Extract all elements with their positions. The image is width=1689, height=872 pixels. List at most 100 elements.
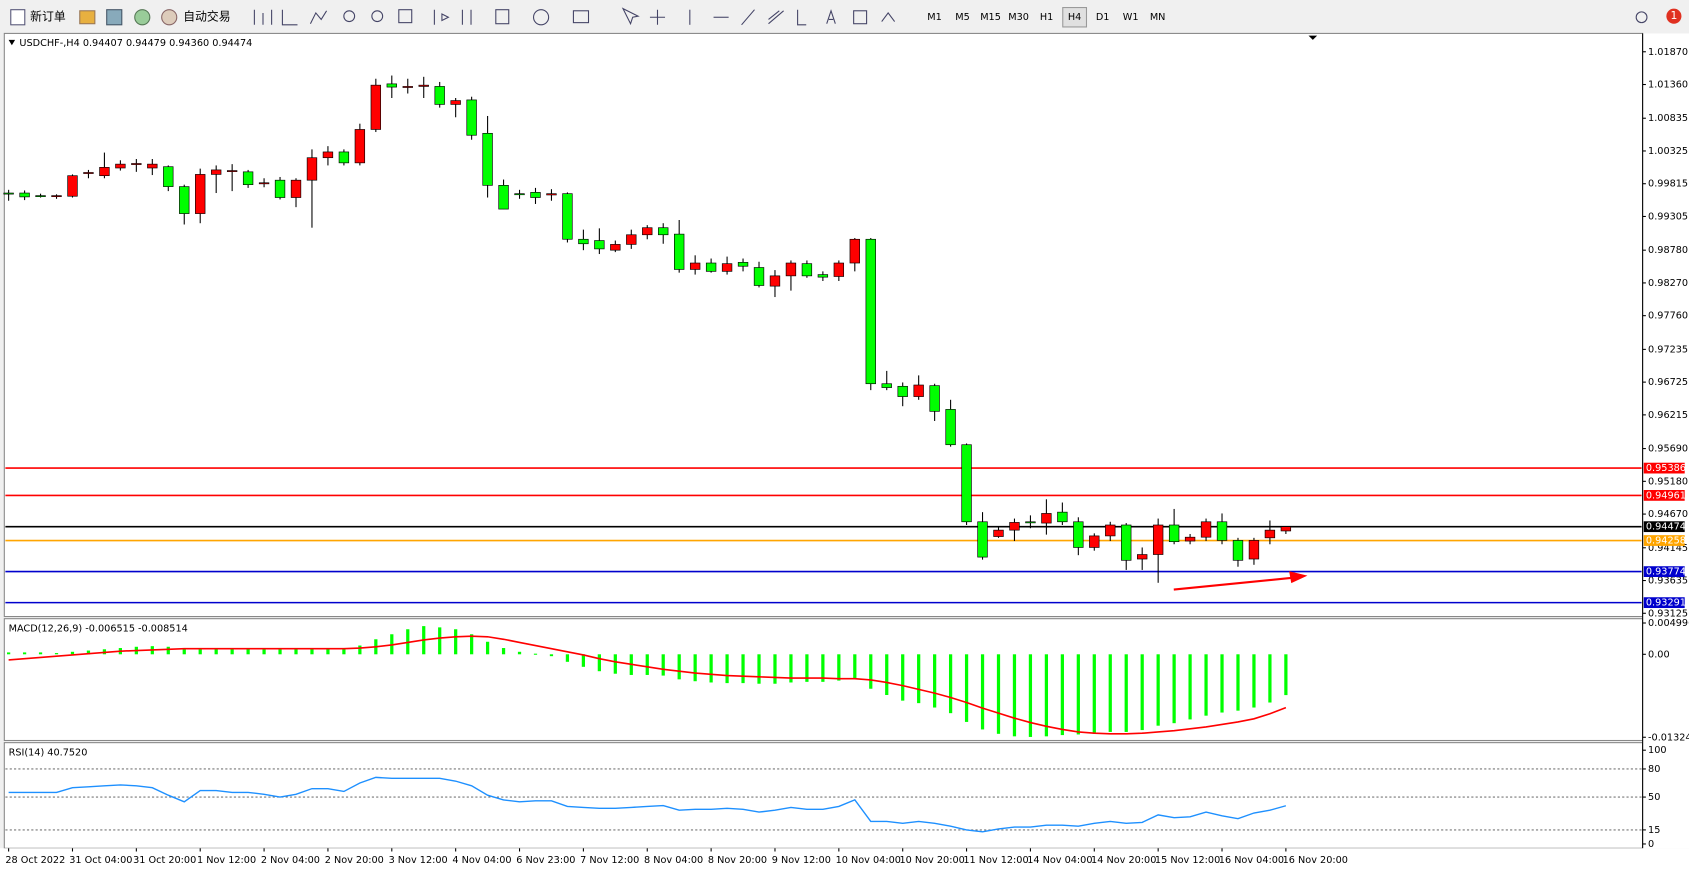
timeframe[interactable]: W1 — [1123, 12, 1139, 23]
candle-body — [418, 84, 429, 87]
y-tick-label: 0.99815 — [1648, 179, 1688, 190]
macd-bar — [1188, 654, 1192, 720]
x-tick-label: 31 Oct 20:00 — [133, 855, 196, 866]
candle-body — [849, 238, 860, 264]
candle-body — [546, 193, 557, 196]
notification-count[interactable]: 1 — [1670, 9, 1677, 22]
candle-body — [897, 385, 908, 397]
candle-body — [578, 238, 589, 245]
rsi-line — [8, 776, 1287, 833]
macd-bar — [485, 641, 490, 655]
candle-body — [1009, 522, 1020, 531]
macd-bar — [1044, 654, 1049, 737]
shift-marker — [1308, 35, 1318, 40]
y-tick-label: -0.013248 — [1648, 732, 1689, 743]
candle-body — [211, 169, 222, 175]
macd-bar — [549, 654, 554, 657]
y-tick-label: 50 — [1648, 792, 1660, 803]
candle-body — [306, 157, 318, 181]
candle-body — [865, 238, 876, 385]
candle-body — [817, 274, 829, 278]
candle-body — [769, 275, 781, 287]
timeframes: M1 M5 M15 M30 H1 H4 D1 W1 MN — [927, 12, 1165, 23]
candle-body — [1025, 521, 1036, 524]
x-tick-label: 15 Nov 12:00 — [1155, 855, 1220, 866]
icon[interactable] — [134, 9, 151, 26]
symbol-arrow — [8, 39, 16, 46]
icon[interactable] — [106, 9, 123, 26]
candle-body — [993, 529, 1004, 537]
y-tick-label: 15 — [1648, 825, 1660, 836]
x-tick-label: 2 Nov 04:00 — [261, 855, 320, 866]
y-tick-label: 1.01360 — [1648, 80, 1688, 91]
y-tick-label: 1.01870 — [1648, 47, 1688, 58]
macd-bar — [885, 654, 889, 696]
macd-bar — [38, 652, 43, 655]
macd-bar — [278, 649, 282, 655]
macd-bar — [214, 648, 218, 655]
candle-body — [562, 193, 573, 240]
candle-body — [753, 267, 765, 286]
macd-bar — [470, 634, 474, 655]
timeframe[interactable]: MN — [1150, 12, 1166, 23]
candle-body — [530, 192, 541, 198]
y-tick-label: 0.95690 — [1648, 444, 1688, 455]
new-order[interactable]: 新订单 — [30, 10, 66, 24]
timeframe[interactable]: M5 — [955, 12, 970, 23]
x-tick-label: 11 Nov 12:00 — [963, 855, 1028, 866]
timeframe[interactable]: D1 — [1096, 12, 1110, 23]
macd-bar — [198, 648, 202, 655]
new-order-icon[interactable] — [10, 9, 26, 26]
candle-body — [594, 240, 605, 250]
level-price-box — [1643, 490, 1685, 501]
candle-body — [705, 262, 717, 272]
toolbar-bg — [0, 0, 1689, 33]
candle-body — [1073, 521, 1084, 548]
candle-body — [833, 262, 845, 277]
notification-badge[interactable] — [1666, 8, 1682, 24]
candle-body — [1168, 524, 1180, 543]
x-tick-label: 14 Nov 04:00 — [1027, 855, 1092, 866]
timeframe[interactable]: H4 — [1068, 12, 1081, 23]
candle-body — [689, 262, 701, 270]
candle-body — [658, 227, 669, 236]
macd-bar — [533, 653, 538, 655]
macd-bar — [1268, 654, 1272, 703]
timeframe[interactable]: M30 — [1008, 12, 1029, 23]
x-tick-label: 7 Nov 12:00 — [580, 855, 639, 866]
macd-bar — [438, 627, 442, 655]
candle-body — [737, 262, 749, 267]
candle-body — [258, 182, 270, 185]
y-tick-label: 0.97235 — [1648, 344, 1688, 355]
timeframe[interactable]: M1 — [927, 12, 942, 23]
candle-body — [434, 86, 445, 105]
rsi-title: RSI(14) 40.7520 — [9, 747, 88, 758]
timeframe[interactable]: M15 — [980, 12, 1001, 23]
level-price-label: 0.94474 — [1646, 522, 1686, 533]
x-tick-label: 6 Nov 23:00 — [516, 855, 575, 866]
x-tick-label: 1 Nov 12:00 — [197, 855, 256, 866]
auto-trading[interactable]: 自动交易 — [183, 10, 230, 24]
candle-body — [226, 170, 238, 172]
macd-bar — [964, 654, 969, 722]
candle-body — [115, 163, 126, 169]
timeframe[interactable]: H1 — [1040, 12, 1053, 23]
rsi-panel — [3, 742, 1644, 849]
x-tick-label: 2 Nov 20:00 — [325, 855, 384, 866]
tool-icons[interactable] — [253, 7, 896, 26]
search-icon[interactable] — [1635, 11, 1648, 24]
macd-bar — [709, 654, 713, 683]
icon[interactable] — [79, 10, 96, 25]
candle-body — [450, 100, 461, 105]
macd-bar — [837, 654, 841, 681]
candle-body — [1105, 524, 1116, 537]
x-tick-label: 8 Nov 20:00 — [708, 855, 767, 866]
main-panel — [3, 32, 1644, 618]
candle-body — [354, 129, 366, 164]
candle-body — [1248, 540, 1260, 560]
level-price-label: 0.93774 — [1646, 567, 1686, 578]
y-tick-label: 0.94145 — [1648, 543, 1688, 554]
y-tick-label: 0.98270 — [1648, 278, 1688, 289]
auto-trading-icon[interactable] — [161, 9, 178, 26]
